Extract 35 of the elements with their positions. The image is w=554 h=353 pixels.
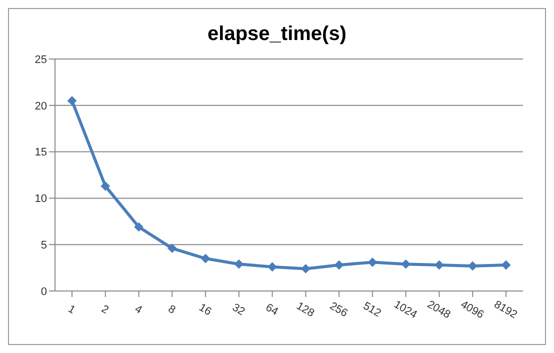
x-tick-label: 2048 — [425, 298, 452, 322]
x-tick-label: 32 — [230, 302, 247, 318]
point — [268, 262, 277, 272]
x-tick-label: 4 — [132, 303, 144, 317]
point — [368, 258, 377, 267]
point — [134, 222, 144, 232]
point — [434, 260, 444, 270]
point — [334, 260, 344, 270]
x-tick-label: 1024 — [392, 298, 419, 322]
y-tick-label: 0 — [40, 286, 47, 298]
x-tick-label: 8192 — [492, 298, 520, 322]
point — [234, 260, 244, 269]
y-tick-label: 25 — [34, 54, 47, 66]
x-tick-label: 128 — [294, 300, 316, 320]
x-tick-label: 4096 — [458, 298, 486, 322]
point — [168, 244, 177, 253]
point — [100, 182, 110, 191]
x-tick-label: 8 — [166, 303, 178, 317]
point — [468, 261, 478, 270]
point — [68, 96, 76, 106]
y-tick-label: 10 — [34, 193, 47, 206]
x-tick-label: 2 — [99, 303, 111, 317]
point — [301, 264, 310, 274]
y-tick-label: 5 — [40, 240, 47, 252]
y-tick-label: 20 — [34, 100, 47, 112]
y-tick-label: 15 — [34, 146, 47, 159]
point — [201, 254, 210, 264]
point — [401, 260, 410, 269]
x-tick-label: 256 — [328, 300, 350, 320]
chart-title: elapse_time(s) — [206, 23, 348, 47]
x-tick-label: 64 — [264, 302, 280, 318]
x-tick-label: 1 — [66, 303, 78, 317]
point — [502, 260, 510, 270]
x-tick-label: 512 — [361, 300, 383, 320]
x-tick-label: 16 — [196, 302, 214, 318]
